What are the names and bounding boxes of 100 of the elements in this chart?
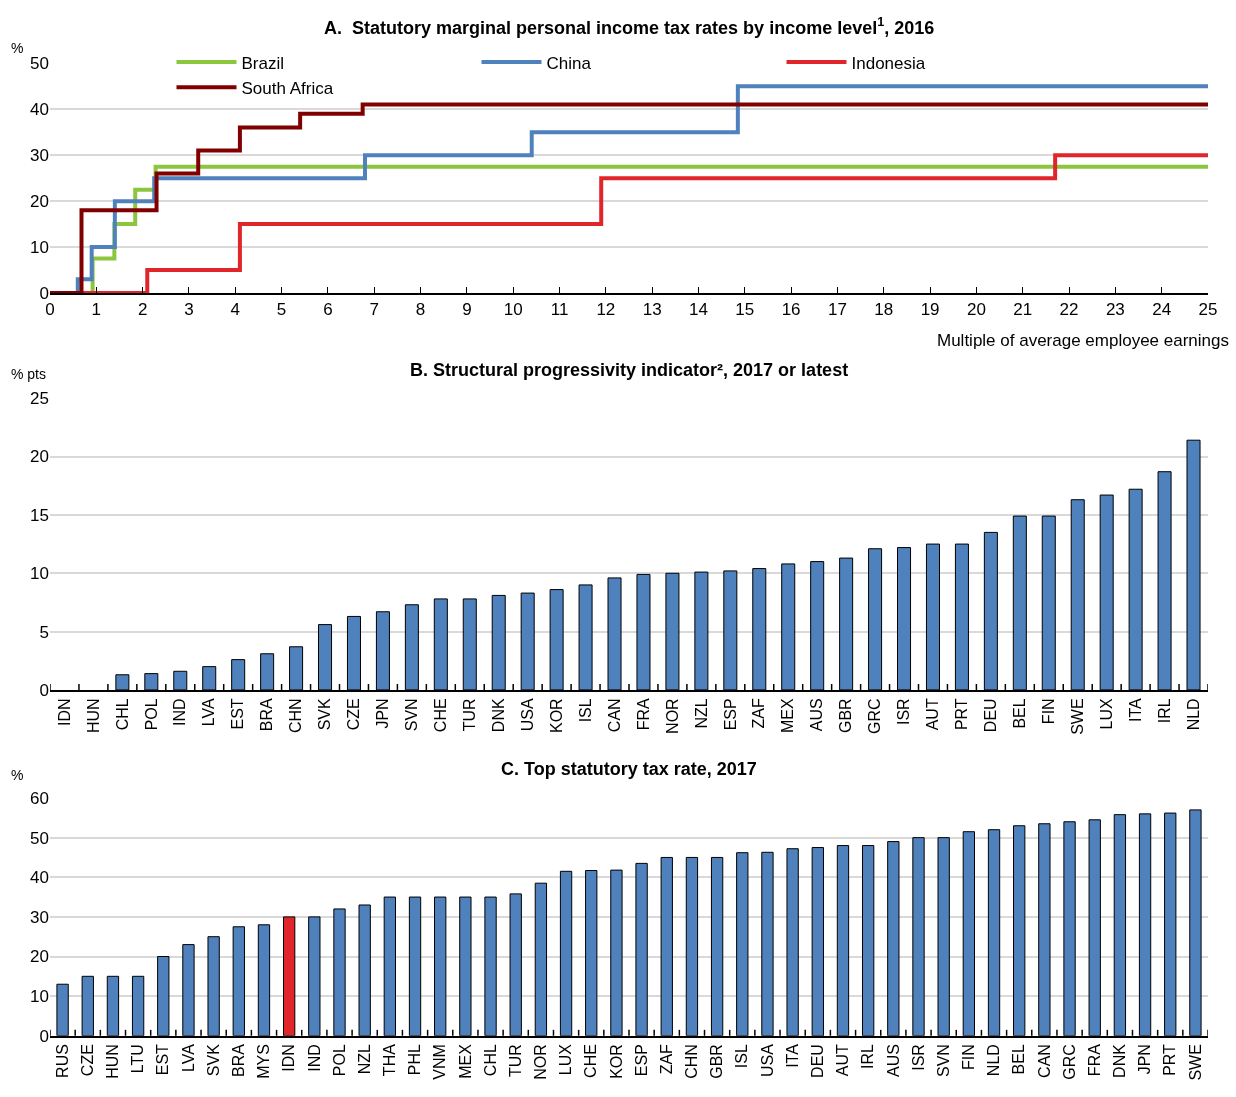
- x-tick-label: 4: [230, 300, 241, 320]
- y-tick-label: 30: [30, 907, 49, 927]
- x-tick-label: 2: [137, 300, 148, 320]
- x-tick-label: FRA: [1085, 1043, 1103, 1077]
- x-tick-label: POL: [142, 698, 160, 731]
- y-axis-title: % pts: [11, 366, 47, 382]
- x-tick-label: SVN: [934, 1044, 952, 1078]
- x-tick-label: LVA: [179, 1043, 197, 1073]
- x-tick-label: HUN: [84, 698, 102, 734]
- x-tick-label: CHE: [582, 1044, 600, 1078]
- x-tick-label: PRT: [1161, 1043, 1179, 1076]
- x-tick-label: ZAF: [657, 1043, 675, 1075]
- x-tick-label: 16: [781, 300, 801, 320]
- x-tick-label: USA: [758, 1043, 776, 1078]
- x-tick-label: PHL: [406, 1044, 424, 1076]
- y-tick-label: 40: [30, 868, 49, 888]
- y-tick-label: 60: [30, 788, 49, 808]
- x-tick-label: FIN: [960, 1044, 978, 1070]
- x-tick-label: KOR: [607, 1044, 625, 1079]
- x-tick-label: 22: [1059, 300, 1079, 320]
- x-tick-label: GBR: [708, 1044, 726, 1079]
- x-tick-label: AUS: [884, 1044, 902, 1078]
- legend-label: Indonesia: [851, 53, 926, 73]
- y-tick-label: 0: [39, 680, 49, 700]
- y-tick-label: 25: [30, 389, 49, 409]
- y-tick-label: 50: [30, 828, 49, 848]
- x-tick-label: EST: [154, 1043, 172, 1076]
- x-tick-label: KOR: [547, 698, 565, 734]
- y-tick-label: 10: [30, 238, 49, 258]
- y-tick-label: 10: [30, 564, 49, 584]
- x-tick-label: GBR: [837, 698, 855, 734]
- x-tick-label: AUT: [924, 698, 942, 731]
- x-tick-label: NOR: [663, 698, 681, 734]
- x-tick-label: AUS: [808, 698, 826, 732]
- x-tick-label: MYS: [255, 1044, 273, 1079]
- x-tick-label: 7: [369, 300, 379, 320]
- x-tick-label: ITA: [783, 1043, 801, 1068]
- x-tick-label: NZL: [355, 1044, 373, 1075]
- x-tick-label: 23: [1105, 300, 1125, 320]
- x-tick-label: LTU: [129, 1044, 147, 1074]
- x-tick-label: DNK: [489, 698, 507, 733]
- x-tick-label: 21: [1013, 300, 1033, 320]
- x-tick-label: LUX: [1097, 698, 1115, 730]
- x-tick-label: TUR: [506, 1044, 524, 1078]
- y-tick-label: 30: [30, 146, 49, 166]
- x-axis-title: Multiple of average employee earnings: [937, 331, 1230, 350]
- x-tick-label: NLD: [985, 1044, 1003, 1077]
- x-tick-label: CAN: [605, 698, 623, 733]
- x-tick-label: SVN: [403, 698, 421, 732]
- x-tick-label: EST: [229, 698, 247, 730]
- x-tick-label: THA: [381, 1043, 399, 1077]
- x-tick-label: 24: [1152, 300, 1172, 320]
- x-tick-label: 5: [276, 300, 287, 320]
- y-tick-label: 10: [30, 987, 49, 1007]
- x-tick-label: FRA: [634, 698, 652, 731]
- x-tick-label: ISL: [733, 1044, 751, 1069]
- x-tick-label: 6: [323, 300, 333, 320]
- x-tick-label: DNK: [1111, 1043, 1129, 1078]
- x-tick-label: IND: [171, 698, 189, 726]
- x-tick-label: 18: [874, 300, 894, 320]
- chart-title: B. Structural progressivity indicator², 2017 or latest: [410, 360, 849, 380]
- x-tick-label: BEL: [1010, 1044, 1028, 1075]
- x-tick-label: MEX: [456, 1043, 474, 1079]
- x-tick-label: IND: [305, 1044, 323, 1072]
- x-tick-label: BRA: [258, 698, 276, 732]
- x-tick-label: DEU: [809, 1044, 826, 1078]
- x-tick-label: CHN: [287, 698, 305, 734]
- x-tick-label: ESP: [721, 698, 739, 731]
- x-tick-label: 15: [735, 300, 755, 320]
- x-tick-label: IDN: [55, 698, 73, 726]
- x-tick-label: LVA: [200, 698, 218, 727]
- x-tick-label: BRA: [230, 1043, 247, 1078]
- x-tick-label: NOR: [532, 1044, 550, 1080]
- x-tick-label: SVK: [316, 698, 334, 731]
- y-tick-label: 0: [39, 1026, 49, 1046]
- x-tick-label: ITA: [1126, 698, 1144, 723]
- x-tick-label: 25: [1198, 300, 1218, 320]
- x-tick-label: 14: [689, 300, 708, 320]
- legend-label: South Africa: [241, 78, 334, 98]
- x-tick-label: TUR: [460, 698, 478, 732]
- x-tick-label: CHL: [113, 698, 131, 731]
- x-tick-label: CAN: [1035, 1044, 1053, 1078]
- y-tick-label: 20: [30, 447, 49, 467]
- x-tick-label: USA: [518, 698, 536, 732]
- x-tick-label: IDN: [280, 1044, 298, 1072]
- x-tick-label: CHN: [683, 1044, 701, 1079]
- x-tick-label: DEU: [982, 698, 1000, 733]
- x-tick-label: ZAF: [750, 698, 768, 729]
- y-axis-title: %: [11, 40, 24, 56]
- x-tick-label: SWE: [1186, 1044, 1204, 1081]
- y-axis-title: %: [11, 767, 24, 783]
- x-tick-label: GRC: [1060, 1044, 1078, 1080]
- x-tick-label: GRC: [866, 698, 884, 734]
- y-tick-label: 50: [30, 54, 49, 74]
- x-tick-label: 17: [827, 300, 847, 320]
- chart-title: A. Statutory marginal personal income tax rates by income level$^{1}$, 2016: [324, 15, 935, 38]
- x-tick-label: CHE: [432, 698, 450, 733]
- y-tick-label: 5: [39, 622, 49, 642]
- x-tick-label: 12: [596, 300, 616, 320]
- x-tick-label: CZE: [345, 698, 363, 731]
